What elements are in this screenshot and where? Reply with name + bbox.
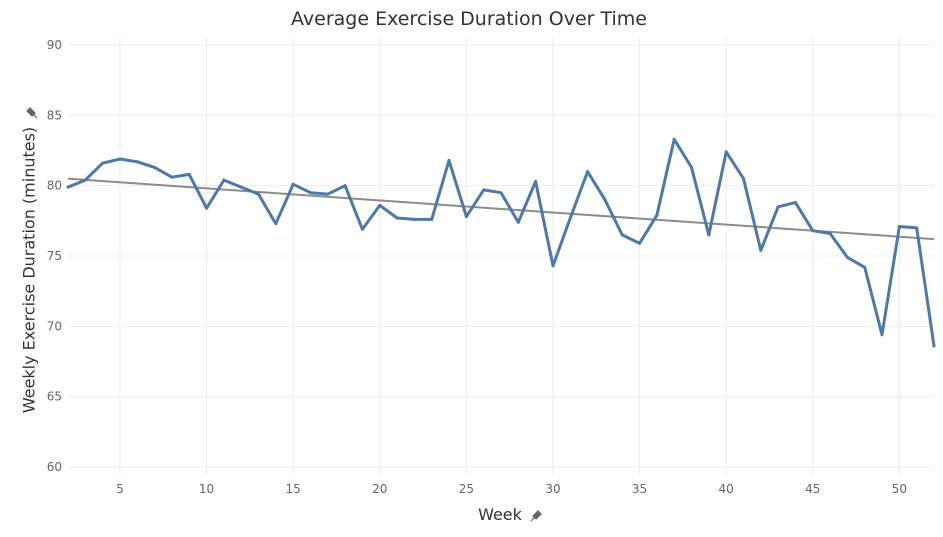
data-point[interactable] xyxy=(378,203,382,207)
data-point[interactable] xyxy=(845,255,849,259)
y-tick-label: 70 xyxy=(47,319,62,333)
series-layer xyxy=(66,137,936,348)
pin-icon[interactable] xyxy=(26,107,38,119)
trend-layer xyxy=(67,177,935,241)
data-point[interactable] xyxy=(932,344,936,348)
x-tick-label: 5 xyxy=(116,482,124,496)
y-tick-label: 90 xyxy=(47,38,62,52)
data-point[interactable] xyxy=(239,185,243,189)
x-tick-label: 20 xyxy=(372,482,387,496)
data-point[interactable] xyxy=(638,241,642,245)
y-axis-label: Weekly Exercise Duration (minutes) xyxy=(20,127,39,413)
data-point[interactable] xyxy=(395,216,399,220)
data-point[interactable] xyxy=(603,198,607,202)
data-point[interactable] xyxy=(568,216,572,220)
data-point[interactable] xyxy=(170,175,174,179)
data-point[interactable] xyxy=(811,229,815,233)
data-point[interactable] xyxy=(83,178,87,182)
data-point[interactable] xyxy=(101,161,105,165)
series-line xyxy=(66,137,936,348)
data-point[interactable] xyxy=(205,206,209,210)
data-point[interactable] xyxy=(257,192,261,196)
x-axis-title: Week xyxy=(478,505,542,524)
data-point[interactable] xyxy=(516,220,520,224)
x-tick-label: 30 xyxy=(545,482,560,496)
data-point[interactable] xyxy=(915,226,919,230)
data-point[interactable] xyxy=(291,182,295,186)
y-axis-title: Weekly Exercise Duration (minutes) xyxy=(20,107,39,413)
data-point[interactable] xyxy=(672,137,676,141)
data-point[interactable] xyxy=(187,172,191,176)
y-tick-label: 65 xyxy=(47,390,62,404)
data-point[interactable] xyxy=(66,185,70,189)
x-tick-label: 25 xyxy=(459,482,474,496)
data-point[interactable] xyxy=(828,231,832,235)
data-point[interactable] xyxy=(326,192,330,196)
data-point[interactable] xyxy=(464,215,468,219)
data-point[interactable] xyxy=(343,184,347,188)
data-point[interactable] xyxy=(447,158,451,162)
data-point[interactable] xyxy=(776,205,780,209)
trend-line xyxy=(67,177,935,241)
grid-lines xyxy=(68,38,934,474)
x-tick-label: 35 xyxy=(632,482,647,496)
x-tick-label: 10 xyxy=(199,482,214,496)
data-point[interactable] xyxy=(551,264,555,268)
x-tick-label: 15 xyxy=(286,482,301,496)
data-point[interactable] xyxy=(534,179,538,183)
x-tick-label: 45 xyxy=(805,482,820,496)
data-point[interactable] xyxy=(222,178,226,182)
data-point[interactable] xyxy=(153,165,157,169)
y-tick-label: 60 xyxy=(47,460,62,474)
data-point[interactable] xyxy=(620,233,624,237)
data-point[interactable] xyxy=(430,217,434,221)
x-tick-label: 40 xyxy=(719,482,734,496)
data-point[interactable] xyxy=(897,224,901,228)
data-point[interactable] xyxy=(880,333,884,337)
data-point[interactable] xyxy=(863,265,867,269)
y-tick-label: 75 xyxy=(47,249,62,263)
data-point[interactable] xyxy=(759,248,763,252)
data-point[interactable] xyxy=(793,201,797,205)
data-point[interactable] xyxy=(499,191,503,195)
data-point[interactable] xyxy=(741,177,745,181)
data-point[interactable] xyxy=(482,188,486,192)
y-tick-label: 85 xyxy=(47,108,62,122)
chart-title: Average Exercise Duration Over Time xyxy=(291,8,647,30)
x-axis-ticks: 5 10 15 20 25 30 35 40 45 50 xyxy=(116,482,907,496)
data-point[interactable] xyxy=(274,222,278,226)
x-tick-label: 50 xyxy=(892,482,907,496)
data-point[interactable] xyxy=(360,227,364,231)
pin-icon[interactable] xyxy=(530,510,542,522)
y-tick-label: 80 xyxy=(47,179,62,193)
data-point[interactable] xyxy=(308,191,312,195)
data-point[interactable] xyxy=(724,150,728,154)
data-point[interactable] xyxy=(135,160,139,164)
data-point[interactable] xyxy=(586,170,590,174)
x-axis-label: Week xyxy=(478,505,523,524)
data-point[interactable] xyxy=(655,213,659,217)
data-point[interactable] xyxy=(690,165,694,169)
data-point[interactable] xyxy=(118,157,122,161)
data-point[interactable] xyxy=(707,233,711,237)
data-point[interactable] xyxy=(412,217,416,221)
y-axis-ticks: 60 65 70 75 80 85 90 xyxy=(47,38,62,474)
